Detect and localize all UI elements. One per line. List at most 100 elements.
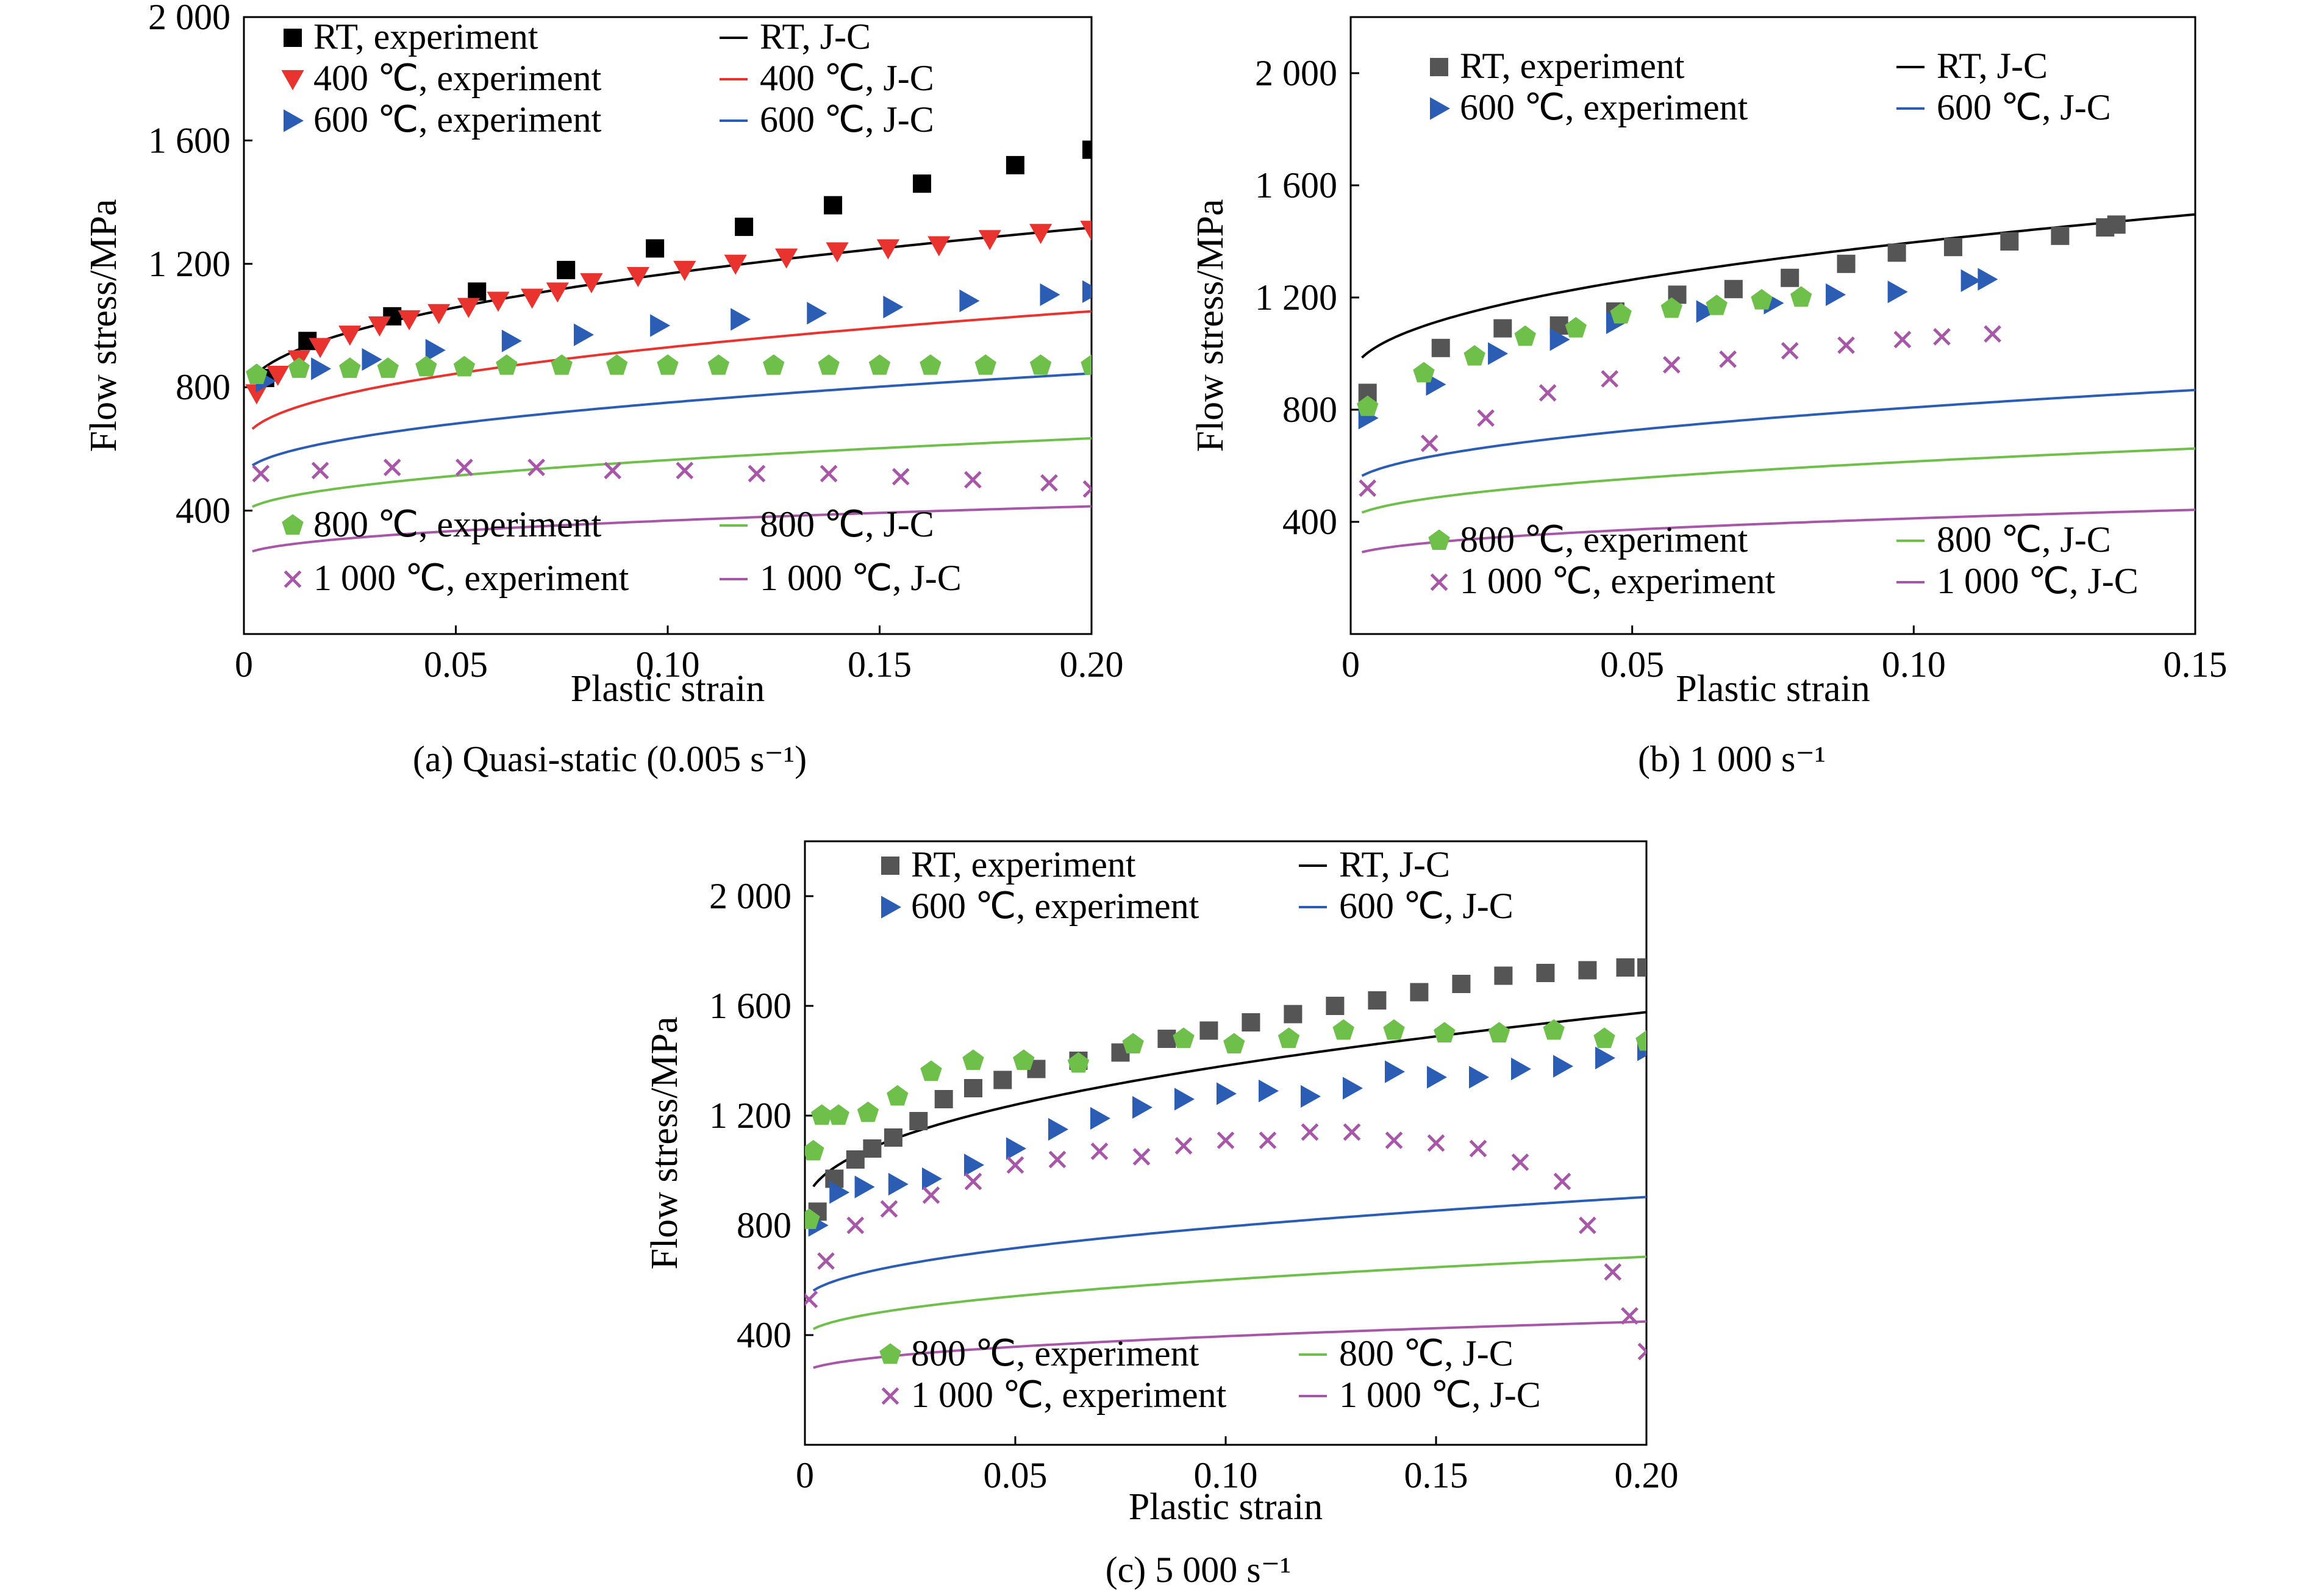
data-point xyxy=(1637,1342,1646,1361)
legend-label: RT, J-C xyxy=(1937,46,2048,86)
y-tick-label: 400 xyxy=(1282,502,1337,542)
legend-label: 1 000 ℃, experiment xyxy=(313,558,629,598)
legend-marker xyxy=(282,514,304,535)
data-point xyxy=(398,310,421,330)
top-legend-row-1: 600 ℃, experiment 600 ℃, J-C xyxy=(881,886,1513,926)
data-point xyxy=(1887,280,1908,304)
data-point xyxy=(1427,1134,1445,1152)
top-legend-row-1: 400 ℃, experiment 400 ℃, J-C xyxy=(281,58,934,98)
data-point xyxy=(1706,294,1728,315)
data-point xyxy=(854,1175,875,1199)
data-point xyxy=(1960,269,1981,292)
x-tick-label: 0.10 xyxy=(636,644,700,685)
data-point xyxy=(964,1079,982,1097)
plot-frame xyxy=(1349,16,2196,635)
data-point xyxy=(959,289,980,313)
data-point xyxy=(1122,1033,1144,1053)
data-point xyxy=(521,288,544,309)
data-point xyxy=(311,461,329,480)
data-point xyxy=(673,260,696,281)
data-point xyxy=(1242,1013,1260,1031)
jc-curve-6 xyxy=(812,1255,1646,1330)
data-point xyxy=(1660,297,1682,318)
data-point xyxy=(820,465,838,483)
data-point xyxy=(1984,325,2001,343)
data-point xyxy=(1751,289,1773,310)
y-axis-label: Flow stress/MPa xyxy=(83,199,124,452)
jc-curve-4 xyxy=(1361,213,2195,359)
data-point xyxy=(805,1208,820,1229)
data-point xyxy=(964,1172,982,1191)
data-point xyxy=(457,297,480,318)
data-point xyxy=(1579,1216,1596,1234)
data-point xyxy=(1006,1156,1024,1174)
data-point xyxy=(1343,1123,1361,1141)
y-tick-label: 1 200 xyxy=(148,244,230,284)
legend-label: 1 000 ℃, J-C xyxy=(760,558,962,598)
data-point xyxy=(1601,370,1619,388)
data-point xyxy=(604,461,622,480)
data-point xyxy=(1511,1057,1531,1081)
data-point xyxy=(922,1186,940,1204)
data-point xyxy=(1040,283,1060,306)
data-point xyxy=(657,354,679,375)
data-point xyxy=(252,465,270,483)
x-tick-label: 0.05 xyxy=(1600,644,1664,685)
data-point xyxy=(1837,254,1856,273)
data-point xyxy=(1413,362,1435,383)
data-point xyxy=(1048,1117,1068,1141)
legend-label: RT, experiment xyxy=(313,16,538,57)
data-point xyxy=(1477,409,1495,427)
data-point xyxy=(2000,232,2019,251)
data-point xyxy=(1452,975,1471,993)
legend-marker xyxy=(879,1343,901,1364)
y-axis-label: Flow stress/MPa xyxy=(1190,199,1231,452)
legend-label: 400 ℃, experiment xyxy=(313,58,602,98)
legend-label: 600 ℃, experiment xyxy=(313,99,602,140)
y-tick-label: 1 600 xyxy=(709,986,792,1026)
legend-marker xyxy=(881,857,899,875)
data-point xyxy=(1790,286,1812,307)
data-point xyxy=(1565,317,1587,338)
data-point xyxy=(805,1139,824,1161)
legend-label: 1 000 ℃, J-C xyxy=(1339,1375,1541,1415)
legend-marker xyxy=(1428,529,1450,550)
data-point xyxy=(1637,958,1646,977)
data-point xyxy=(863,1139,882,1158)
data-point xyxy=(501,329,522,352)
data-point xyxy=(1029,354,1052,375)
data-point xyxy=(1284,1005,1303,1024)
data-point xyxy=(1469,1066,1489,1089)
plot-area xyxy=(245,140,1092,553)
legend-label: 800 ℃, experiment xyxy=(313,504,602,544)
data-point xyxy=(846,1216,865,1234)
legend-label: 800 ℃, J-C xyxy=(760,504,934,544)
data-point xyxy=(1357,395,1379,416)
data-point xyxy=(1543,1019,1565,1040)
data-point xyxy=(1781,268,1799,287)
x-tick-label: 0 xyxy=(235,644,253,685)
data-point xyxy=(415,355,437,377)
data-point xyxy=(810,1104,833,1125)
data-point xyxy=(1514,325,1536,346)
y-tick-label: 400 xyxy=(737,1315,792,1355)
legend-marker xyxy=(281,70,304,90)
x-axis-label: Plastic strain xyxy=(571,668,765,710)
data-point xyxy=(427,304,451,324)
data-point xyxy=(1719,350,1737,368)
data-point xyxy=(1174,1088,1195,1111)
jc-curve-6 xyxy=(1361,447,2195,514)
data-point xyxy=(1662,356,1681,374)
data-point xyxy=(1132,1148,1151,1166)
legend-label: RT, J-C xyxy=(760,16,871,57)
data-point xyxy=(1301,1123,1319,1141)
jc-curve-7 xyxy=(251,372,1092,467)
data-point xyxy=(456,458,473,477)
y-tick-label: 2 000 xyxy=(709,876,792,916)
data-point xyxy=(1493,319,1512,338)
data-point xyxy=(1578,961,1597,980)
data-point xyxy=(846,1150,865,1169)
data-point xyxy=(1538,384,1557,402)
data-point xyxy=(574,323,594,346)
